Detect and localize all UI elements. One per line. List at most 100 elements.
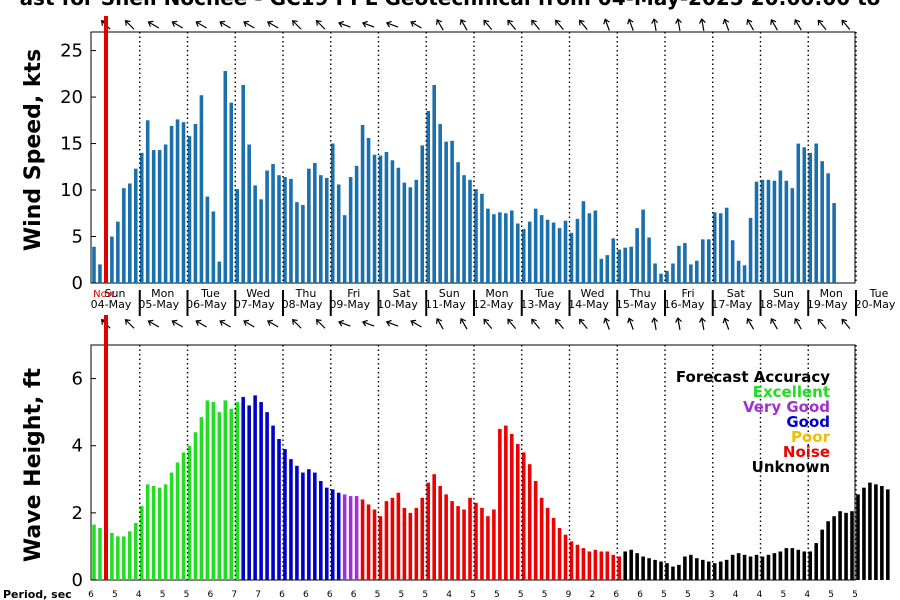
day-date-label: 06-May [186,298,227,311]
wave-bar [599,551,604,580]
wind-bar [706,239,711,283]
period-value: 6 [279,590,285,600]
wave-bar [790,548,795,580]
period-value: 2 [590,590,596,600]
wind-bar [796,143,801,283]
wind-bar [307,168,311,283]
wind-bar [408,187,413,283]
wind-bar [498,212,502,283]
wave-direction-arrow [817,318,827,329]
wave-bar [635,553,639,580]
wave-bar [193,432,198,580]
wave-bar [569,541,574,580]
wave-bar [438,486,442,580]
wave-direction-arrow [361,319,375,327]
wind-bar [289,178,293,283]
wind-bar [122,188,126,283]
wave-bar [110,533,114,580]
wind-bar [277,175,281,283]
wave-bar [384,501,389,580]
wave-direction-arrow [746,317,755,330]
period-value: 5 [685,590,691,600]
legend-entry: Unknown [752,458,830,476]
period-value: 6 [327,590,333,600]
day-date-label: 11-May [425,298,466,311]
day-name-label: Sat [727,287,746,300]
period-value: 6 [303,590,309,600]
wave-direction-arrow [124,319,135,329]
wind-bar [665,270,669,283]
wind-direction-arrow [459,18,468,31]
period-value: 6 [637,590,643,600]
wave-bar [659,561,663,580]
wind-direction-arrow [507,19,517,30]
wave-bar [862,487,866,580]
wind-direction-arrow [385,20,399,28]
wave-bar [378,516,383,580]
wind-bar [486,208,490,283]
wave-bar [712,563,717,580]
wave-bar [456,506,460,580]
wind-bar [754,181,759,283]
wind-bar [235,189,240,283]
day-name-label: Tue [869,287,889,300]
wind-bar [223,71,228,283]
wind-bar [271,164,275,283]
wave-direction-arrow [507,318,517,329]
day-name-label: Sun [105,287,126,300]
wind-bar [378,155,383,283]
wind-bar [742,265,747,283]
legend-entry: Good [786,413,830,431]
wind-bar [677,245,681,283]
wave-bar [432,474,436,580]
wave-bar [235,402,240,580]
wind-bar [110,236,114,283]
wind-direction-arrow [147,20,160,29]
wave-bar [324,487,329,580]
wind-direction-arrow [722,18,730,31]
wind-bar [641,209,645,283]
wind-bar [599,258,604,283]
wind-bar [504,213,508,283]
wave-bar [205,400,210,580]
wave-bar [498,428,502,580]
wind-bar [760,179,765,283]
wind-bar [629,246,633,283]
wind-bar [820,161,824,283]
wind-bar [581,201,586,283]
wind-direction-arrow [483,19,493,30]
day-name-label: Thu [295,287,317,300]
period-value: 5 [781,590,787,600]
wave-bar [665,563,669,580]
wind-bar [211,211,216,283]
wind-bar [241,84,245,284]
period-value: 4 [136,590,142,600]
wave-bar [551,517,556,580]
wave-bar [539,497,544,580]
period-value: 4 [733,590,739,600]
wind-direction-arrow [124,20,135,30]
day-date-label: 04-May [91,298,132,311]
wave-bar [247,405,251,580]
wind-bar [444,141,448,283]
wind-bar [784,180,789,283]
wind-bar [790,188,795,283]
wind-bar [527,221,532,283]
wave-bar [796,549,801,580]
wave-y-tick-label: 0 [72,570,83,591]
wave-bar [414,507,419,580]
wind-direction-arrow [555,19,564,30]
wind-bar [265,170,269,283]
wind-bar [432,84,436,284]
wave-bar [301,472,305,580]
wind-bar [611,238,616,283]
wind-bar [145,120,150,283]
wind-direction-arrow [361,20,375,28]
wave-direction-arrow [578,318,588,329]
wind-bar [730,240,735,283]
wave-bar [778,551,783,580]
wave-bar [545,507,550,580]
wind-direction-arrow [627,18,634,31]
wave-height-panel: 0 2 4 6 6 5 4 5 5 6 7 7 6 6 6 6 5 5 5 4 5 5 5 5 9 2 6 6 5 5 3 4 4 5 4 5 5 [72,315,890,600]
